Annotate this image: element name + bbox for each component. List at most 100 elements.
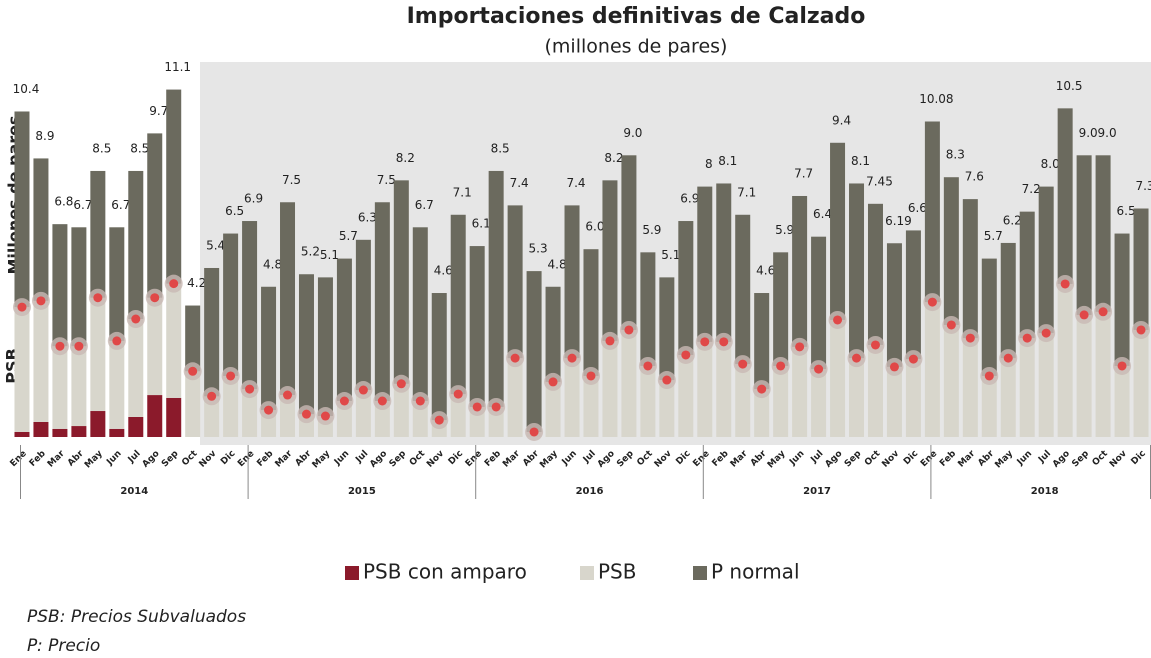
total-label: 8.2 [604,151,623,165]
bar-segment [640,365,656,437]
total-label: 7.2 [1022,182,1041,196]
psb-marker [738,359,748,369]
psb-marker [17,302,27,312]
bar-segment [1057,108,1073,284]
psb-marker [643,361,653,371]
total-label: 6.4 [813,207,832,221]
total-label: 5.2 [301,245,320,259]
bar-segment [507,358,523,437]
bar-segment [33,300,49,422]
bar-segment [298,274,314,415]
psb-marker [320,411,330,421]
x-tick-label: Jun [104,449,123,468]
psb-marker [795,342,805,352]
x-tick-label: Dic [1130,449,1148,467]
x-tick-label: Ene [691,449,711,469]
x-tick-label: Oct [408,448,428,468]
x-tick-label: Dic [219,449,237,467]
psb-marker [112,336,122,346]
total-label: 6.1 [472,217,491,231]
psb-marker [852,353,862,363]
x-tick-label: Ago [824,449,845,470]
note: PSB: Precios Subvaluados [27,607,246,627]
x-tick-label: Feb [711,448,731,468]
total-label: 5.9 [642,223,661,237]
bar-segment [621,155,637,330]
psb-marker [169,279,179,289]
bar-segment [223,233,239,376]
psb-marker [377,396,387,406]
bar-segment [374,202,390,402]
total-label: 6.7 [415,198,434,212]
psb-marker [946,320,956,330]
bar-segment [564,205,580,359]
bar-segment [1000,242,1016,359]
total-label: 6.7 [111,198,130,212]
bar-segment [792,346,808,437]
x-tick-label: Abr [521,448,541,468]
x-tick-label: Feb [483,448,503,468]
psb-marker [908,354,918,364]
bar-segment [431,293,447,421]
total-label: 7.7 [794,166,813,180]
psb-marker [396,379,406,389]
bar-segment [697,341,713,437]
psb-marker [453,389,463,399]
psb-marker [510,353,520,363]
total-label: 10.5 [1056,79,1083,93]
bar-segment [583,249,599,376]
bar-segment [166,89,182,284]
x-tick-label: Ago [1051,449,1072,470]
total-label: 5.3 [529,242,548,256]
psb-marker [624,325,634,335]
psb-marker [1136,325,1146,335]
bar-segment [886,243,902,367]
bar-segment [166,283,182,398]
bar-segment [109,428,125,437]
x-tick-label: Nov [880,449,901,470]
psb-marker [1079,310,1089,320]
total-label: 11.1 [164,60,191,74]
total-label: 6.6 [908,201,927,215]
bar-segment [52,224,68,347]
x-tick-label: Feb [938,448,958,468]
x-tick-label: Ene [9,449,29,469]
x-tick-label: Mar [501,448,522,469]
psb-marker [55,341,65,351]
bar-segment [147,297,163,396]
x-tick-label: Ago [368,449,389,470]
bar-segment [355,390,371,437]
legend-label: PSB con amparo [363,560,527,584]
bar-segment [1076,155,1092,315]
total-label: 8.1 [718,154,737,168]
bar-segment [621,329,637,437]
legend-swatch [580,566,594,580]
bar-segment [469,246,485,407]
bar-segment [905,359,921,437]
psb-marker [1117,361,1127,371]
x-tick-label: Abr [749,448,769,468]
total-label: 7.5 [377,173,396,187]
bar-segment [90,411,106,437]
x-tick-label: Sep [1070,448,1091,469]
bar-segment [981,375,997,437]
bar-segment [830,319,846,437]
bar-segment [1114,365,1130,437]
bar-segment [52,428,68,437]
bar-segment [1019,338,1035,437]
group-label: 2016 [576,486,604,497]
bar-segment [355,239,371,391]
bar-segment [905,230,921,360]
bar-segment [526,271,542,432]
total-label: 6.7 [73,198,92,212]
x-tick-label: May [538,449,560,471]
x-tick-label: Ago [596,449,617,470]
psb-marker [984,371,994,381]
bar-segment [849,183,865,359]
total-label: 4.8 [263,257,282,271]
psb-marker [870,340,880,350]
psb-marker [662,375,672,385]
x-tick-label: Feb [28,448,48,468]
x-tick-label: Mar [274,448,295,469]
chart-title: Importaciones definitivas de Calzado [407,4,866,29]
